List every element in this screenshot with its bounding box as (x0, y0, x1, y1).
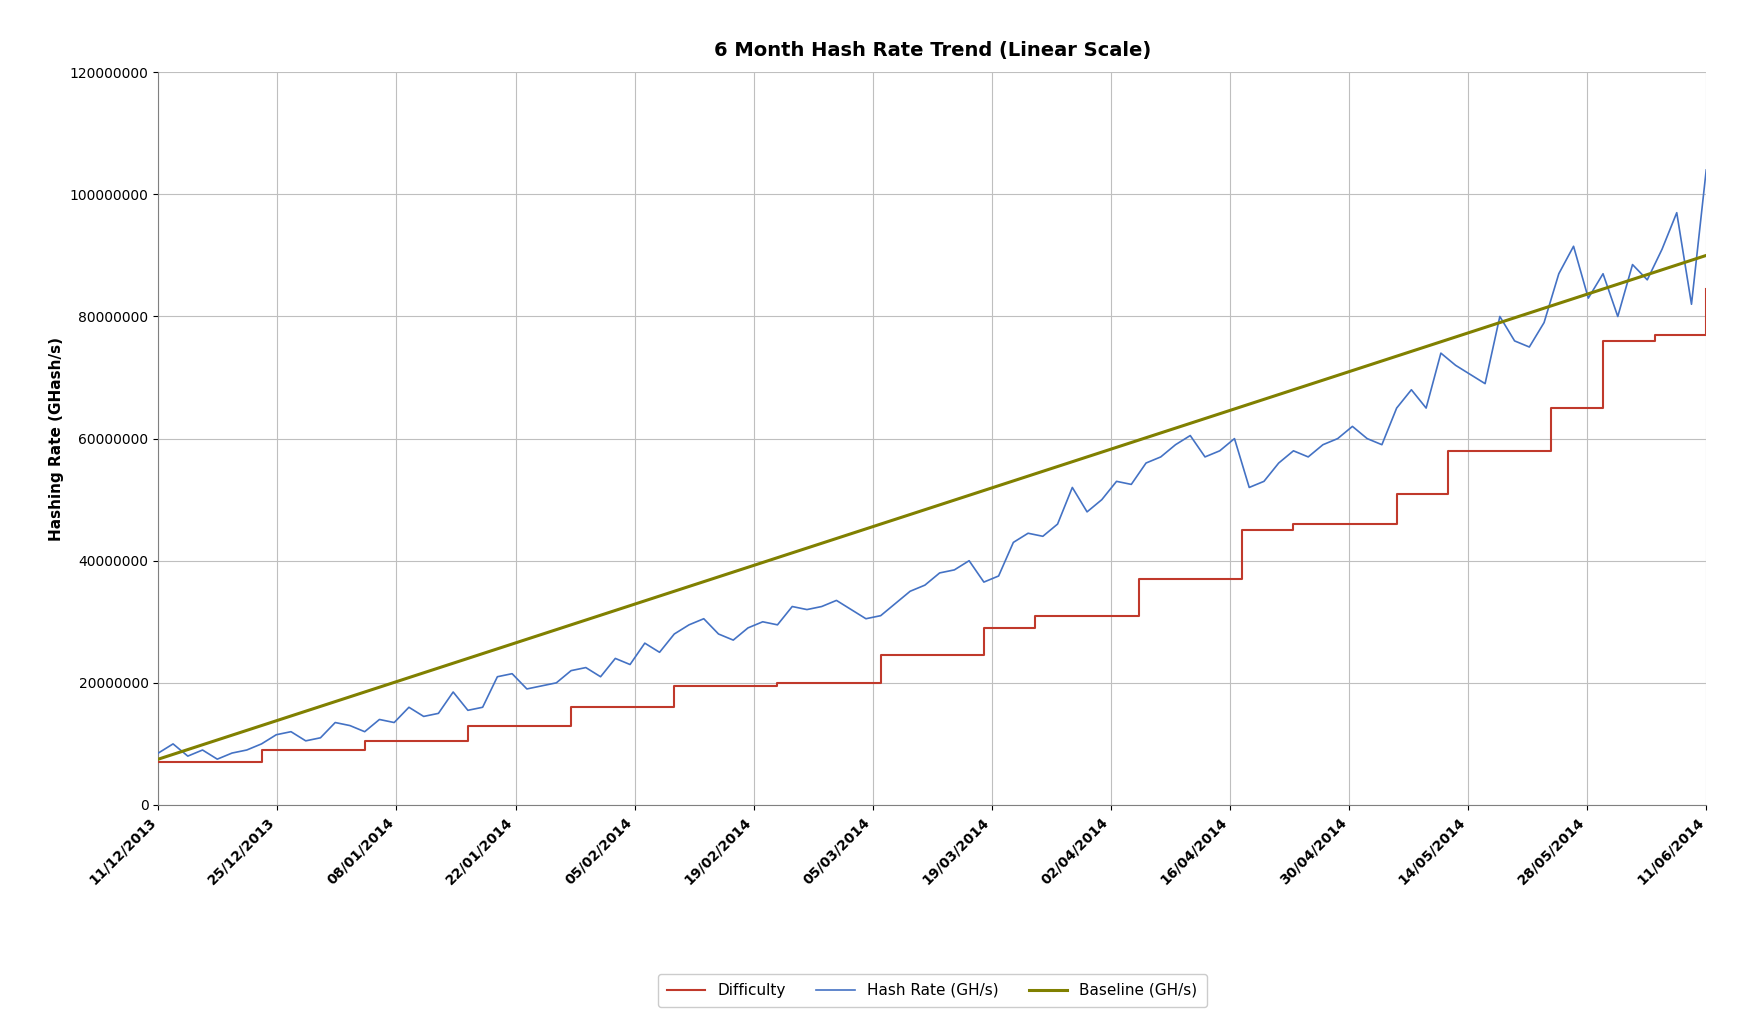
Difficulty (871, 649, 892, 662)
Difficulty (767, 680, 788, 692)
Difficulty (1437, 445, 1458, 457)
Hash Rate (GH/s) (192, 744, 213, 756)
Difficulty (871, 677, 892, 689)
Hash Rate (GH/s) (148, 747, 169, 760)
Difficulty (1541, 401, 1562, 414)
Hash Rate (GH/s) (1224, 432, 1245, 445)
Line: Hash Rate (GH/s): Hash Rate (GH/s) (158, 170, 1706, 760)
Hash Rate (GH/s) (1164, 439, 1186, 451)
Difficulty (354, 735, 375, 747)
Y-axis label: Hashing Rate (GHash/s): Hashing Rate (GHash/s) (49, 336, 63, 541)
Difficulty (561, 719, 582, 732)
Difficulty (457, 735, 478, 747)
Line: Difficulty: Difficulty (158, 289, 1706, 763)
Difficulty (1386, 518, 1407, 530)
Difficulty (1645, 334, 1666, 347)
Hash Rate (GH/s) (208, 753, 229, 766)
Difficulty (1592, 334, 1613, 347)
Difficulty (354, 744, 375, 756)
Hash Rate (GH/s) (1062, 481, 1084, 493)
Difficulty (663, 701, 684, 713)
Difficulty (252, 756, 273, 769)
Difficulty (973, 621, 994, 634)
Difficulty (1025, 610, 1047, 622)
Hash Rate (GH/s) (1077, 506, 1098, 518)
Difficulty (767, 677, 788, 689)
Difficulty (252, 744, 273, 756)
Difficulty (663, 680, 684, 692)
Difficulty (148, 756, 169, 769)
Difficulty (561, 701, 582, 713)
Difficulty (1696, 328, 1717, 341)
Difficulty (1541, 445, 1562, 457)
Difficulty (1231, 573, 1252, 585)
Difficulty (1437, 487, 1458, 499)
Hash Rate (GH/s) (1504, 334, 1525, 347)
Legend: Difficulty, Hash Rate (GH/s), Baseline (GH/s): Difficulty, Hash Rate (GH/s), Baseline (… (658, 974, 1207, 1007)
Difficulty (1386, 487, 1407, 499)
Difficulty (1128, 573, 1149, 585)
Difficulty (973, 649, 994, 662)
Difficulty (1025, 621, 1047, 634)
Difficulty (457, 719, 478, 732)
Difficulty (1645, 328, 1666, 341)
Difficulty (1696, 283, 1717, 295)
Difficulty (1231, 524, 1252, 537)
Title: 6 Month Hash Rate Trend (Linear Scale): 6 Month Hash Rate Trend (Linear Scale) (714, 40, 1150, 60)
Difficulty (1282, 524, 1303, 537)
Difficulty (1696, 283, 1717, 295)
Difficulty (1128, 610, 1149, 622)
Difficulty (1592, 401, 1613, 414)
Difficulty (1282, 518, 1303, 530)
Hash Rate (GH/s) (1696, 164, 1717, 176)
